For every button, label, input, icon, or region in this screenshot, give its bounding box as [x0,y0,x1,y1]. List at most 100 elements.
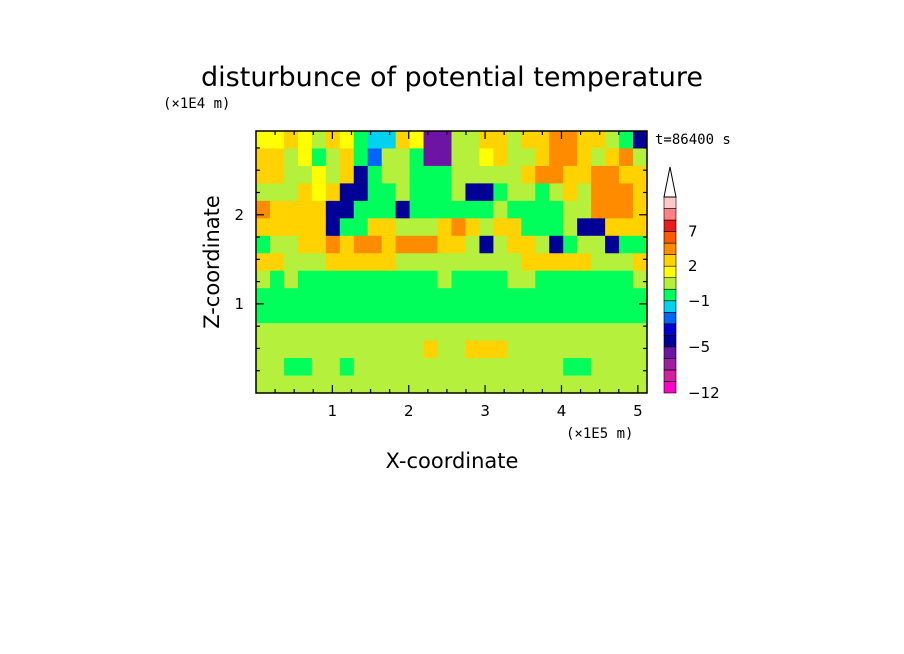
x-tick-label: 4 [557,402,567,420]
field-cell [563,340,578,359]
field-cell [451,218,467,237]
field-cell [423,375,439,393]
field-cell [563,253,578,272]
field-cell [507,253,522,272]
field-cell [395,253,411,272]
field-cell [493,183,508,202]
field-cell [521,218,536,237]
field-cell [493,375,508,393]
field-cell [367,200,383,219]
field-cell [311,200,327,219]
field-cell [521,235,536,254]
field-cell [339,340,355,359]
field-cell [409,200,425,219]
field-cell [269,288,285,307]
field-cell [493,288,508,307]
field-cell [325,323,341,342]
field-cell [283,375,299,393]
field-cell [269,340,285,359]
x-tick-label: 2 [404,402,414,420]
field-cell [479,165,494,184]
field-cell [423,288,439,307]
field-cell [619,270,634,289]
field-cell [605,165,620,184]
field-cell [423,358,439,377]
field-cell [591,235,606,254]
field-cell [409,358,425,377]
field-cell [563,323,578,342]
field-cell [339,165,355,184]
field-cell [479,235,494,254]
field-cell [479,131,494,150]
field-cell [577,200,592,219]
colorbar-swatch [663,196,677,209]
field-cell [493,165,508,184]
field-cell [353,218,369,237]
x-tick-label: 1 [328,402,338,420]
y-axis: 12 [234,147,647,372]
field-cell [535,340,550,359]
field-cell [577,305,592,324]
field-cell [353,288,369,307]
colorbar-swatch [663,323,677,336]
field-cell [437,358,453,377]
y-axis-label: Z-coordinate [200,195,224,329]
field-cell [619,253,634,272]
field-cell [395,235,411,254]
y-tick-label: 1 [234,295,244,313]
field-cell [367,131,383,150]
field-cell [339,375,355,393]
field-cell [577,323,592,342]
field-cell [577,288,592,307]
field-cell [493,323,508,342]
x-tick-label: 5 [633,402,643,420]
field-cell [619,218,634,237]
x-unit-label: (×1E5 m) [566,426,633,442]
field-cell [507,165,522,184]
field-cell [409,253,425,272]
field-cell [395,270,411,289]
field-cell [381,183,397,202]
field-cell [269,148,285,167]
field-cell [591,305,606,324]
field-cell [605,253,620,272]
field-cell [283,183,299,202]
field-cell [339,235,355,254]
field-cell [437,270,453,289]
field-cell [633,235,647,254]
colorbar-extend-arrow [663,166,677,198]
field-cell [619,375,634,393]
field-cell [256,165,271,184]
colorbar-swatch [663,242,677,255]
field-cell [605,218,620,237]
colorbar-swatch [663,254,677,267]
field-cell [409,131,425,150]
field-cell [409,323,425,342]
field-cell [549,288,564,307]
field-cell [339,358,355,377]
field-cell [311,183,327,202]
field-cell [451,148,467,167]
field-cell [451,358,467,377]
field-cell [549,131,564,150]
field-cell [507,340,522,359]
field-cell [577,340,592,359]
field-cell [367,375,383,393]
field-cell [256,148,271,167]
colorbar-swatch [663,219,677,232]
colorbar-swatch [663,335,677,348]
field-cell [283,323,299,342]
field-cell [381,148,397,167]
field-cell [577,131,592,150]
field-cell [311,165,327,184]
x-axis-label: X-coordinate [386,449,519,473]
field-cell [577,235,592,254]
field-cell [269,218,285,237]
field-cell [325,131,341,150]
field-cell [633,200,647,219]
field-cell [493,218,508,237]
field-cell [423,305,439,324]
field-cell [605,200,620,219]
field-cell [465,148,481,167]
field-cell [311,253,327,272]
